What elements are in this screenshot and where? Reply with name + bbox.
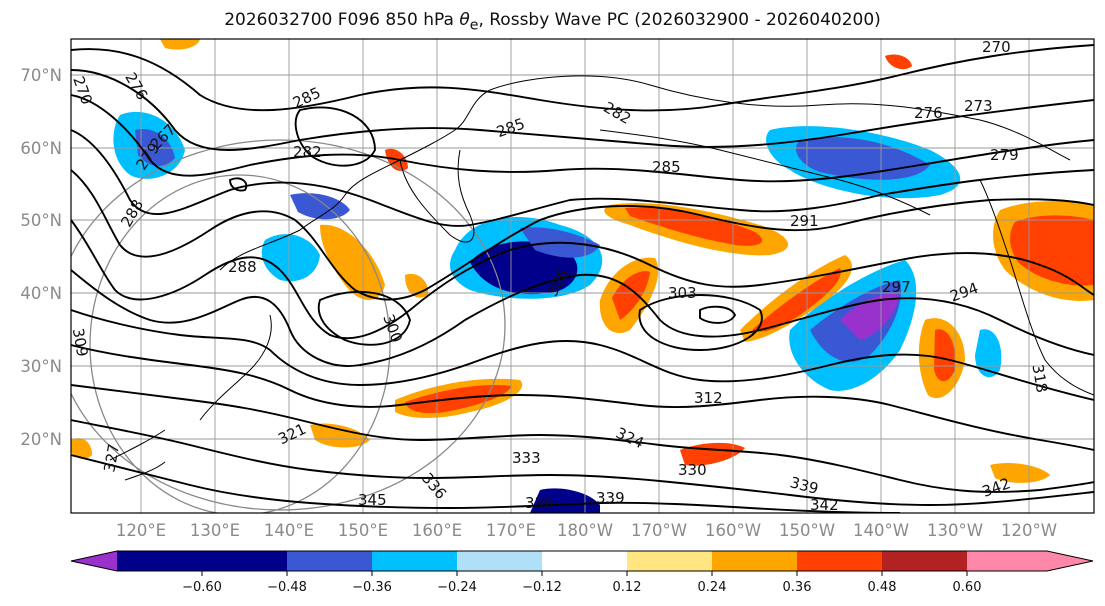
lon-label: 120°E	[116, 521, 166, 540]
colorbar-segment	[542, 551, 627, 571]
anomaly-blob	[160, 39, 200, 50]
range-circles	[71, 139, 506, 513]
contour-label: 285	[652, 158, 681, 176]
colorbar-frame	[70, 550, 1094, 572]
anomaly-blob	[934, 329, 956, 382]
contour-labels: 270 276 270 276 273 279 282 285 285 282 …	[69, 38, 1051, 514]
contour-label: 333	[512, 449, 541, 467]
anomaly-blob	[320, 224, 385, 300]
contour-label: 276	[914, 104, 943, 122]
lat-label: 60°N	[20, 139, 62, 158]
colorbar-segment	[1047, 551, 1093, 571]
theta-e-contours	[71, 44, 1094, 513]
anomaly-blob	[840, 293, 900, 340]
lat-label: 50°N	[20, 211, 62, 230]
contour-label: 309	[69, 327, 92, 358]
map-area: 270 276 270 276 273 279 282 285 285 282 …	[69, 38, 1094, 514]
colorbar-tick: 0.48	[868, 580, 897, 595]
contour-label: 339	[596, 489, 625, 507]
anomaly-blob	[612, 271, 650, 320]
contour-label: 297	[882, 278, 911, 296]
colorbar-segment	[967, 551, 1047, 571]
colorbar-segment	[882, 551, 967, 571]
coastlines	[109, 75, 1094, 481]
anomaly-blob	[1010, 215, 1094, 286]
lon-label: 140°W	[853, 521, 909, 540]
lat-label: 70°N	[20, 66, 62, 85]
contour-label: 279	[990, 146, 1019, 164]
anomaly-blob	[885, 54, 912, 70]
contour-label: 342	[810, 496, 839, 514]
colorbar-segment	[797, 551, 882, 571]
colorbar-tick: 0.24	[698, 580, 727, 595]
anomaly-blob	[752, 268, 841, 332]
colorbar-tick: 0.12	[613, 580, 642, 595]
chart-title: 2026032700 F096 850 hPa θe, Rossby Wave …	[224, 10, 881, 34]
contour-label: 318	[1028, 363, 1051, 394]
anomaly-blob	[530, 488, 600, 513]
anomaly-blob	[310, 423, 370, 448]
lon-label: 150°W	[779, 521, 835, 540]
lon-label: 140°E	[264, 521, 314, 540]
anomaly-blob	[135, 129, 175, 166]
lat-label: 20°N	[20, 430, 62, 449]
colorbar-tick: −0.60	[182, 580, 222, 595]
colorbar-segment	[457, 551, 542, 571]
lon-label: 180°W	[557, 521, 613, 540]
colorbar-tick: −0.36	[352, 580, 392, 595]
contour-label: 273	[964, 97, 993, 115]
lon-label: 170°W	[631, 521, 687, 540]
colorbar-segment	[287, 551, 372, 571]
contour-label: 288	[228, 258, 257, 276]
graticule	[71, 39, 1094, 513]
lon-label: 130°W	[927, 521, 983, 540]
lon-label: 160°W	[705, 521, 761, 540]
lat-label: 40°N	[20, 284, 62, 303]
contour-label: 330	[678, 461, 707, 479]
lon-label: 160°E	[412, 521, 462, 540]
colorbar-segment	[627, 551, 712, 571]
colorbar-tick: 0.36	[783, 580, 812, 595]
anomaly-blob	[990, 463, 1050, 483]
contour-label: 303	[668, 284, 697, 302]
colorbar-tick: −0.12	[522, 580, 562, 595]
contour-label: 336	[525, 494, 554, 512]
colorbar-segment	[71, 551, 117, 571]
anomaly-blob	[975, 329, 1002, 378]
contour-label: 312	[694, 389, 723, 407]
colorbar-tick: 0.60	[953, 580, 982, 595]
contour-label: 270	[982, 38, 1011, 56]
map-frame	[70, 38, 1095, 514]
contour-label: 282	[293, 143, 322, 161]
colorbar: −0.60 −0.48 −0.36 −0.24 −0.12 0.12 0.24 …	[70, 550, 1094, 595]
lon-label: 170°E	[486, 521, 536, 540]
lat-label: 30°N	[20, 357, 62, 376]
colorbar-segment	[202, 551, 287, 571]
colorbar-segment	[117, 551, 202, 571]
latitude-labels: 70°N 60°N 50°N 40°N 30°N 20°N	[20, 66, 62, 449]
lon-label: 120°W	[1001, 521, 1057, 540]
contour-label: 345	[358, 491, 387, 509]
colorbar-segment	[372, 551, 457, 571]
contour-label: 327	[100, 442, 123, 473]
colorbar-tick: −0.48	[267, 580, 307, 595]
longitude-labels: 120°E 130°E 140°E 150°E 160°E 170°E 180°…	[116, 521, 1057, 540]
colorbar-tick: −0.24	[437, 580, 477, 595]
lon-label: 150°E	[338, 521, 388, 540]
colorbar-segment	[712, 551, 797, 571]
anomaly-blob	[71, 438, 92, 459]
lon-label: 130°E	[190, 521, 240, 540]
contour-label: 291	[790, 212, 819, 230]
anomaly-blob	[261, 234, 320, 282]
